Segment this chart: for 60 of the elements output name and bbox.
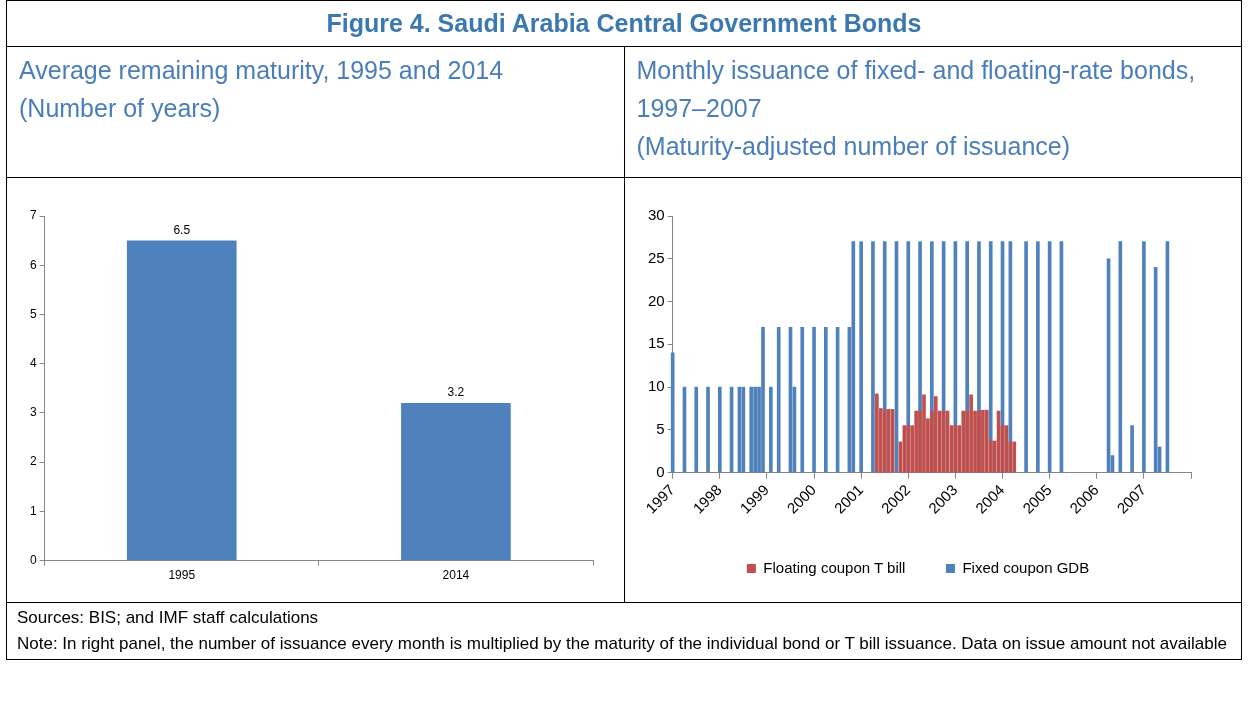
bar xyxy=(752,386,757,473)
bar xyxy=(670,352,675,473)
bar xyxy=(748,386,753,473)
y-tick-label: 1 xyxy=(29,503,37,518)
y-tick-label: 4 xyxy=(29,356,37,370)
bar xyxy=(976,410,981,473)
text: Note: In right panel, the number of issuance every month is multiplied by the maturity of the individual bond or T bill issuance. Data on issue amount not available xyxy=(17,633,1228,655)
bar xyxy=(717,386,722,473)
text: Figure 4. Saudi Arabia Central Government Bonds xyxy=(325,9,923,38)
bar xyxy=(933,396,938,473)
bar xyxy=(882,409,887,473)
y-tick-label: 3 xyxy=(29,405,37,420)
data-label: 6.5 xyxy=(173,222,191,237)
bar xyxy=(705,386,710,473)
chart-title: Average remaining maturity, 1995 and 2014 xyxy=(19,55,505,86)
legend-label: Floating coupon T bill xyxy=(762,558,905,576)
x-tick-label: 1995 xyxy=(168,568,196,583)
chart-subtitle: (Number of years) xyxy=(19,93,222,124)
bar xyxy=(913,410,918,473)
y-tick-label: 20 xyxy=(647,291,665,309)
bar xyxy=(984,409,989,473)
data-label: 3.2 xyxy=(447,385,465,400)
legend-label: Fixed coupon GDB xyxy=(961,558,1089,576)
bar xyxy=(858,241,863,473)
bar xyxy=(870,241,875,473)
bar xyxy=(1035,241,1040,473)
bar xyxy=(850,241,855,473)
bar xyxy=(776,326,781,473)
source-note: Sources: BIS; and IMF staff calculations xyxy=(17,607,320,629)
y-tick-label: 10 xyxy=(647,377,665,395)
bar xyxy=(1117,241,1122,473)
y-tick-label: 2 xyxy=(29,454,37,469)
bar xyxy=(874,393,879,473)
y-tick-label: 0 xyxy=(29,552,37,567)
bar xyxy=(1129,425,1134,473)
bar xyxy=(921,394,926,473)
y-tick-label: 0 xyxy=(655,462,665,480)
bar xyxy=(760,326,765,473)
y-tick-label: 7 xyxy=(29,208,37,223)
bar xyxy=(693,386,698,473)
y-tick-label: 25 xyxy=(647,248,665,266)
y-tick-label: 30 xyxy=(647,206,665,224)
bar xyxy=(799,326,804,473)
y-tick-label: 5 xyxy=(655,420,665,438)
x-tick-label: 2014 xyxy=(442,568,470,583)
chart-title: Monthly issuance of fixed- and floating-rate bonds, 1997–2007 xyxy=(636,55,1197,124)
bar xyxy=(1141,241,1146,473)
bar xyxy=(1023,241,1028,473)
y-tick-label: 5 xyxy=(29,306,37,321)
y-tick-label: 15 xyxy=(647,334,665,352)
bar xyxy=(823,326,828,473)
y-tick-label: 6 xyxy=(29,257,37,272)
bar xyxy=(968,394,973,473)
bar xyxy=(905,425,910,473)
bar xyxy=(1011,441,1016,473)
bar xyxy=(768,386,773,473)
bar xyxy=(980,409,985,473)
bar xyxy=(960,410,965,473)
chart-subtitle: (Maturity-adjusted number of issuance) xyxy=(636,131,1072,162)
bar xyxy=(811,326,816,473)
